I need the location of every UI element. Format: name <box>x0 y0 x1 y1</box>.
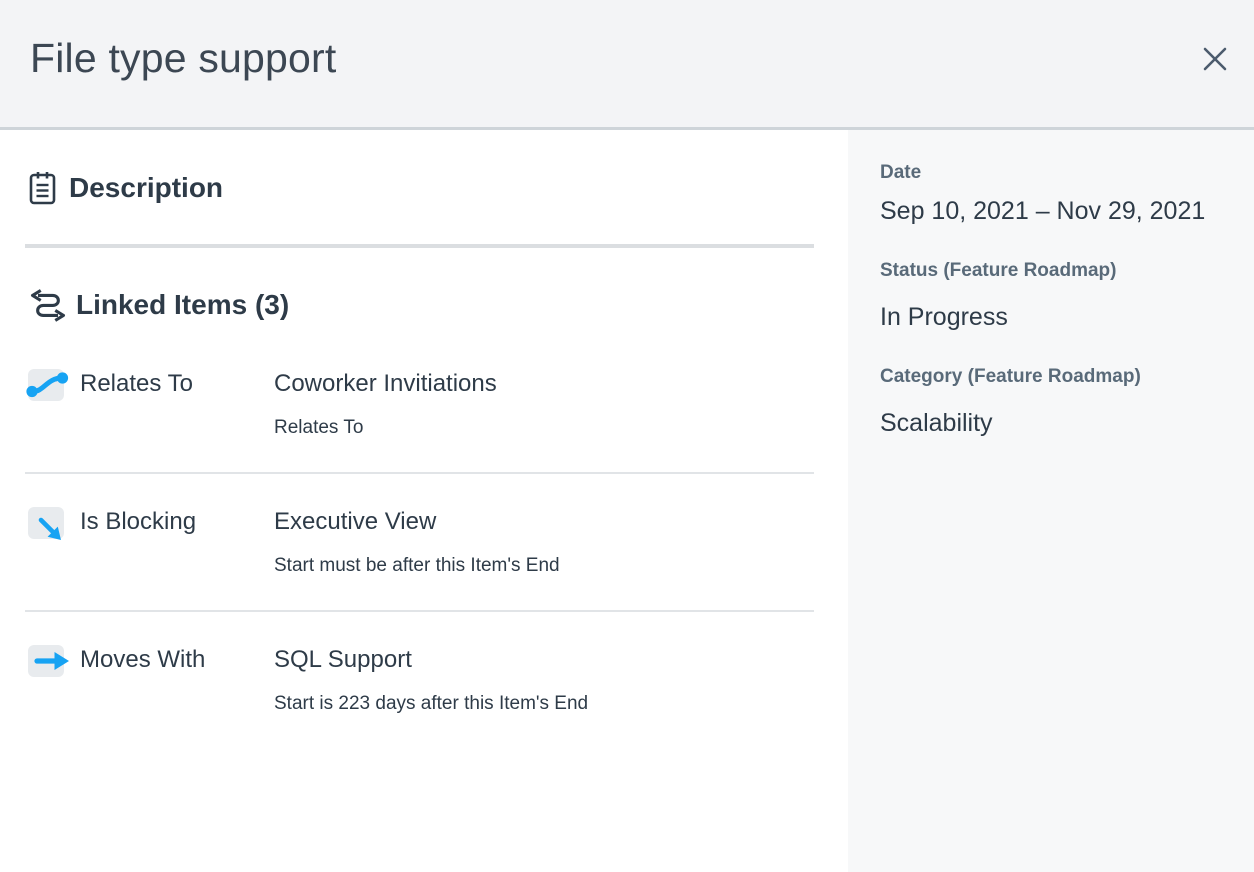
relation-type-label: Is Blocking <box>80 508 197 535</box>
dialog-header: File type support <box>0 0 1254 130</box>
linked-item-title[interactable]: Coworker Invitiations <box>274 370 497 397</box>
category-field-value: Scalability <box>880 409 993 437</box>
row-divider <box>25 610 814 612</box>
relates-curve-icon <box>26 369 69 401</box>
close-icon <box>1199 43 1231 75</box>
date-field-value: Sep 10, 2021 – Nov 29, 2021 <box>880 197 1206 225</box>
category-field-label: Category (Feature Roadmap) <box>880 366 1141 387</box>
linked-item-row[interactable]: Relates To Coworker Invitiations Relates… <box>26 367 812 440</box>
linked-items-list: Relates To Coworker Invitiations Relates… <box>25 367 814 716</box>
moves-right-arrow-icon <box>28 645 69 677</box>
linked-item-detail: Relates To <box>274 417 364 438</box>
notepad-icon <box>28 170 57 206</box>
linked-item-detail: Start is 223 days after this Item's End <box>274 693 589 714</box>
linked-item-title[interactable]: Executive View <box>274 508 437 535</box>
status-field-value: In Progress <box>880 303 1008 331</box>
row-divider <box>25 472 814 474</box>
status-field-label: Status (Feature Roadmap) <box>880 260 1117 281</box>
dialog-title: File type support <box>30 35 337 81</box>
linked-item-row[interactable]: Moves With SQL Support Start is 223 days… <box>28 643 812 716</box>
description-section-title: Description <box>69 172 224 203</box>
link-swap-icon <box>28 288 68 322</box>
item-detail-panel: Description Linked Items (3) <box>0 130 848 872</box>
relation-type-label: Moves With <box>80 646 206 673</box>
description-divider <box>25 244 814 248</box>
linked-item-title[interactable]: SQL Support <box>274 646 412 673</box>
date-field-label: Date <box>880 162 922 183</box>
linked-items-section-heading: Linked Items (3) <box>28 287 812 323</box>
linked-items-section-title: Linked Items (3) <box>76 289 290 320</box>
description-section-heading: Description <box>28 170 812 206</box>
category-field: Category (Feature Roadmap) Scalability <box>880 365 1230 440</box>
close-button[interactable] <box>1196 40 1234 78</box>
status-field: Status (Feature Roadmap) In Progress <box>880 259 1230 334</box>
linked-item-detail: Start must be after this Item's End <box>274 555 560 576</box>
date-field: Date Sep 10, 2021 – Nov 29, 2021 <box>880 161 1230 228</box>
relation-type-label: Relates To <box>80 370 193 397</box>
blocking-diagonal-arrow-icon <box>28 507 64 540</box>
details-sidebar: Date Sep 10, 2021 – Nov 29, 2021 Status … <box>848 130 1254 872</box>
linked-item-row[interactable]: Is Blocking Executive View Start must be… <box>28 505 812 578</box>
